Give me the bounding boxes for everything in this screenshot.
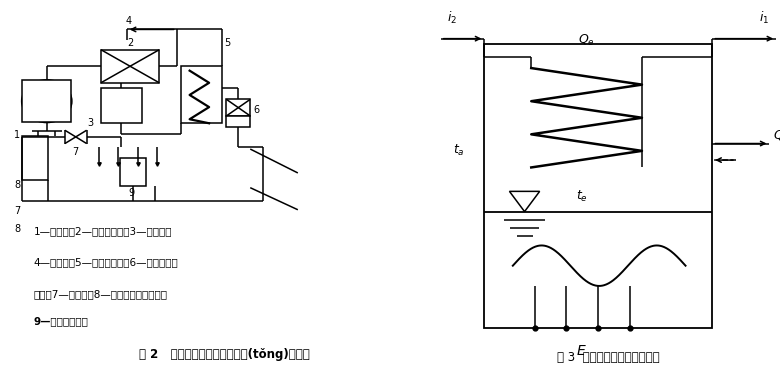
Bar (101, 88, 142, 123)
Text: $E$: $E$ (576, 344, 587, 358)
Bar (226, 99, 250, 116)
Text: 8: 8 (14, 180, 20, 190)
Text: 9: 9 (128, 188, 134, 198)
Text: $i_2$: $i_2$ (448, 10, 458, 26)
Bar (22, 136, 48, 180)
Text: 1: 1 (14, 130, 20, 140)
Bar (226, 116, 250, 127)
Bar (101, 50, 159, 83)
Polygon shape (509, 191, 540, 212)
Text: $Q_e$: $Q_e$ (578, 33, 595, 48)
Text: 7: 7 (73, 147, 79, 157)
Text: $Ql$: $Ql$ (773, 127, 780, 142)
Bar (120, 158, 147, 186)
Text: 6: 6 (254, 105, 260, 116)
Text: 7: 7 (15, 206, 21, 216)
Text: 4: 4 (125, 16, 131, 26)
Text: 3: 3 (87, 118, 94, 128)
Text: 1—壓縮機；2—風冷冷凝器；3—儲液器；: 1—壓縮機；2—風冷冷凝器；3—儲液器； (34, 226, 172, 236)
Text: 送器；7—膨脹閥；8—二次制冷劑量熱計；: 送器；7—膨脹閥；8—二次制冷劑量熱計； (34, 289, 168, 299)
Text: 圖 2   渦輪流量變送器標定系統(tǒng)原理圖: 圖 2 渦輪流量變送器標定系統(tǒng)原理圖 (139, 348, 310, 361)
Text: $t_a$: $t_a$ (453, 143, 465, 159)
Text: $i_1$: $i_1$ (759, 10, 769, 26)
Text: 9—含油測定裝置: 9—含油測定裝置 (34, 316, 89, 326)
Text: 2: 2 (127, 38, 133, 48)
Circle shape (22, 80, 72, 123)
Bar (484, 44, 712, 328)
Text: $t_e$: $t_e$ (576, 189, 587, 205)
Bar (181, 66, 222, 123)
Bar (22, 80, 72, 122)
Text: 8: 8 (15, 224, 21, 234)
Text: 4—過冷器；5—干燥過濾器；6—渦輪流量變: 4—過冷器；5—干燥過濾器；6—渦輪流量變 (34, 258, 179, 268)
Text: 圖 3  二次制冷劑量熱計示意圖: 圖 3 二次制冷劑量熱計示意圖 (557, 351, 660, 364)
Text: 5: 5 (225, 38, 231, 48)
